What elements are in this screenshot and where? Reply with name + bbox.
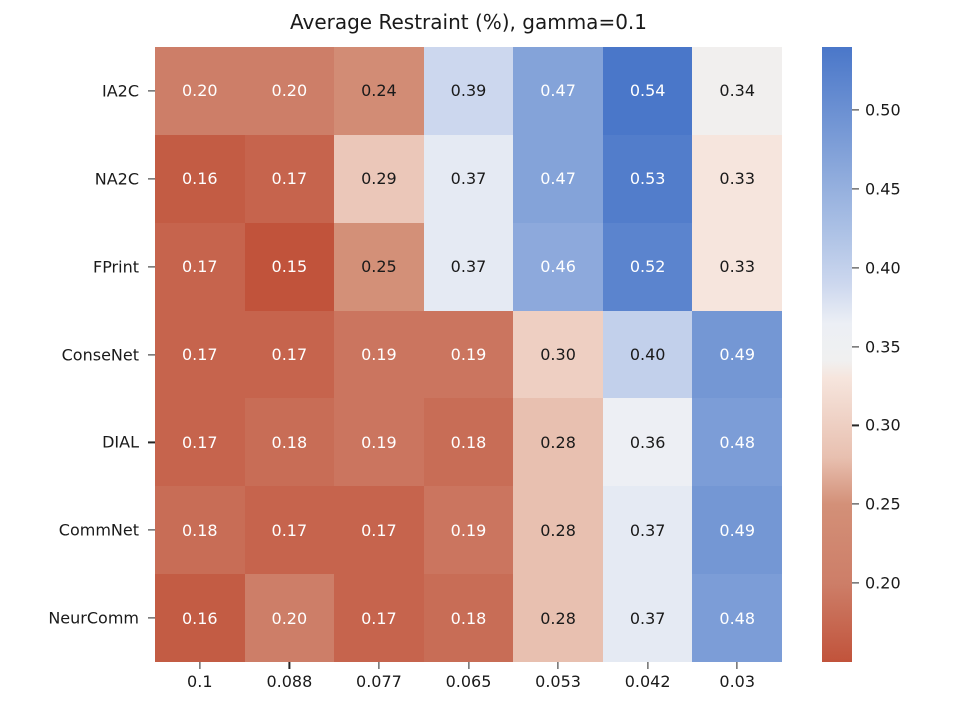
x-tick-mark xyxy=(199,662,201,669)
y-tick-label: NA2C xyxy=(94,169,139,189)
x-tick-mark xyxy=(557,662,559,669)
heatmap-cell: 0.37 xyxy=(423,222,514,311)
heatmap-cell: 0.25 xyxy=(334,222,424,311)
x-tick-label: 0.065 xyxy=(445,672,492,691)
heatmap-grid: 0.20 0.20 0.24 0.39 0.47 0.54 0.34 0.16 0.17 0.29… xyxy=(155,47,782,662)
heatmap-cell: 0.20 xyxy=(155,47,245,135)
y-tick-mark xyxy=(148,529,155,531)
colorbar-tick-label: 0.35 xyxy=(865,337,901,357)
heatmap-cell: 0.18 xyxy=(155,486,245,575)
heatmap-cell: 0.16 xyxy=(155,134,245,223)
colorbar-tick-mark xyxy=(852,109,859,111)
heatmap-cell: 0.36 xyxy=(602,398,693,487)
heatmap-cell: 0.17 xyxy=(155,398,245,487)
colorbar-tick-label: 0.25 xyxy=(865,494,901,514)
heatmap-cell: 0.17 xyxy=(244,134,335,223)
colorbar-tick-label: 0.30 xyxy=(865,415,901,435)
heatmap-cell: 0.17 xyxy=(244,486,335,575)
y-tick-label: IA2C xyxy=(101,81,139,101)
heatmap-cell: 0.34 xyxy=(692,47,782,135)
x-tick-mark xyxy=(647,662,649,669)
heatmap-cell: 0.29 xyxy=(334,134,424,223)
heatmap-cell: 0.18 xyxy=(423,574,514,662)
x-tick-mark xyxy=(467,662,470,669)
heatmap-cell: 0.48 xyxy=(692,574,782,662)
colorbar-tick-label: 0.20 xyxy=(865,573,901,593)
x-tick-label: 0.053 xyxy=(535,672,581,691)
heatmap-cell: 0.33 xyxy=(692,134,782,223)
y-tick-label: ConseNet xyxy=(61,345,139,364)
heatmap-cell: 0.16 xyxy=(155,574,245,662)
heatmap-cell: 0.39 xyxy=(423,47,514,135)
heatmap-cell: 0.15 xyxy=(244,222,335,311)
heatmap-cell: 0.49 xyxy=(692,486,782,575)
colorbar-tick-mark xyxy=(852,188,859,190)
y-tick-mark xyxy=(148,441,155,443)
heatmap-cell: 0.28 xyxy=(513,486,603,575)
colorbar-tick-label: 0.50 xyxy=(865,100,901,120)
heatmap-cell: 0.40 xyxy=(602,310,693,399)
heatmap-cell: 0.47 xyxy=(513,47,603,135)
x-tick-mark xyxy=(288,662,290,669)
heatmap-cell: 0.49 xyxy=(692,310,782,399)
heatmap-cell: 0.28 xyxy=(513,574,603,662)
heatmap-cell: 0.48 xyxy=(692,398,782,487)
heatmap-cell: 0.30 xyxy=(513,310,603,399)
heatmap-cell: 0.19 xyxy=(423,310,514,399)
heatmap-cell: 0.17 xyxy=(334,574,424,662)
heatmap-cell: 0.17 xyxy=(334,486,424,575)
y-tick-mark xyxy=(148,617,155,619)
colorbar-tick-mark xyxy=(852,503,859,505)
heatmap-cell: 0.47 xyxy=(513,134,603,223)
heatmap-cell: 0.52 xyxy=(602,222,693,311)
y-tick-label: DIAL xyxy=(102,432,139,452)
y-tick-label: NeurComm xyxy=(48,608,139,628)
heatmap-cell: 0.20 xyxy=(244,47,335,135)
heatmap-cell: 0.37 xyxy=(423,134,514,223)
colorbar-tick-label: 0.40 xyxy=(865,258,901,278)
heatmap-cell: 0.54 xyxy=(602,47,693,135)
x-tick-mark xyxy=(378,662,380,669)
heatmap-cell: 0.33 xyxy=(692,222,782,311)
x-tick-label: 0.088 xyxy=(266,672,313,691)
heatmap-cell: 0.24 xyxy=(334,47,424,135)
colorbar xyxy=(822,47,852,662)
y-tick-mark xyxy=(148,266,155,268)
colorbar-tick-mark xyxy=(852,267,859,269)
heatmap-cell: 0.18 xyxy=(244,398,335,487)
heatmap-cell: 0.17 xyxy=(155,310,245,399)
heatmap-cell: 0.37 xyxy=(602,486,693,575)
y-tick-mark xyxy=(148,178,155,180)
heatmap-cell: 0.19 xyxy=(334,310,424,399)
colorbar-tick-mark xyxy=(852,346,859,348)
heatmap-cell: 0.37 xyxy=(602,574,693,662)
heatmap-cell: 0.19 xyxy=(423,486,514,575)
heatmap-cell: 0.17 xyxy=(244,310,335,399)
y-tick-label: FPrint xyxy=(92,257,139,277)
colorbar-tick-mark xyxy=(852,582,859,584)
y-tick-label: CommNet xyxy=(58,520,139,540)
heatmap-cell: 0.20 xyxy=(244,574,335,662)
heatmap-cell: 0.18 xyxy=(423,398,514,487)
heatmap-cell: 0.17 xyxy=(155,222,245,311)
x-tick-label: 0.042 xyxy=(624,672,671,691)
colorbar-tick-label: 0.45 xyxy=(865,179,901,199)
heatmap-cell: 0.53 xyxy=(602,134,693,223)
chart-title: Average Restraint (%), gamma=0.1 xyxy=(289,10,648,34)
x-tick-label: 0.1 xyxy=(187,672,213,691)
heatmap-cell: 0.46 xyxy=(513,222,603,311)
heatmap-cell: 0.28 xyxy=(513,398,603,487)
x-tick-label: 0.03 xyxy=(719,672,756,691)
y-tick-mark xyxy=(148,353,155,356)
x-tick-label: 0.077 xyxy=(356,672,402,691)
y-tick-mark xyxy=(148,90,155,92)
x-tick-mark xyxy=(736,662,738,669)
colorbar-tick-mark xyxy=(852,424,859,427)
heatmap-cell: 0.19 xyxy=(334,398,424,487)
